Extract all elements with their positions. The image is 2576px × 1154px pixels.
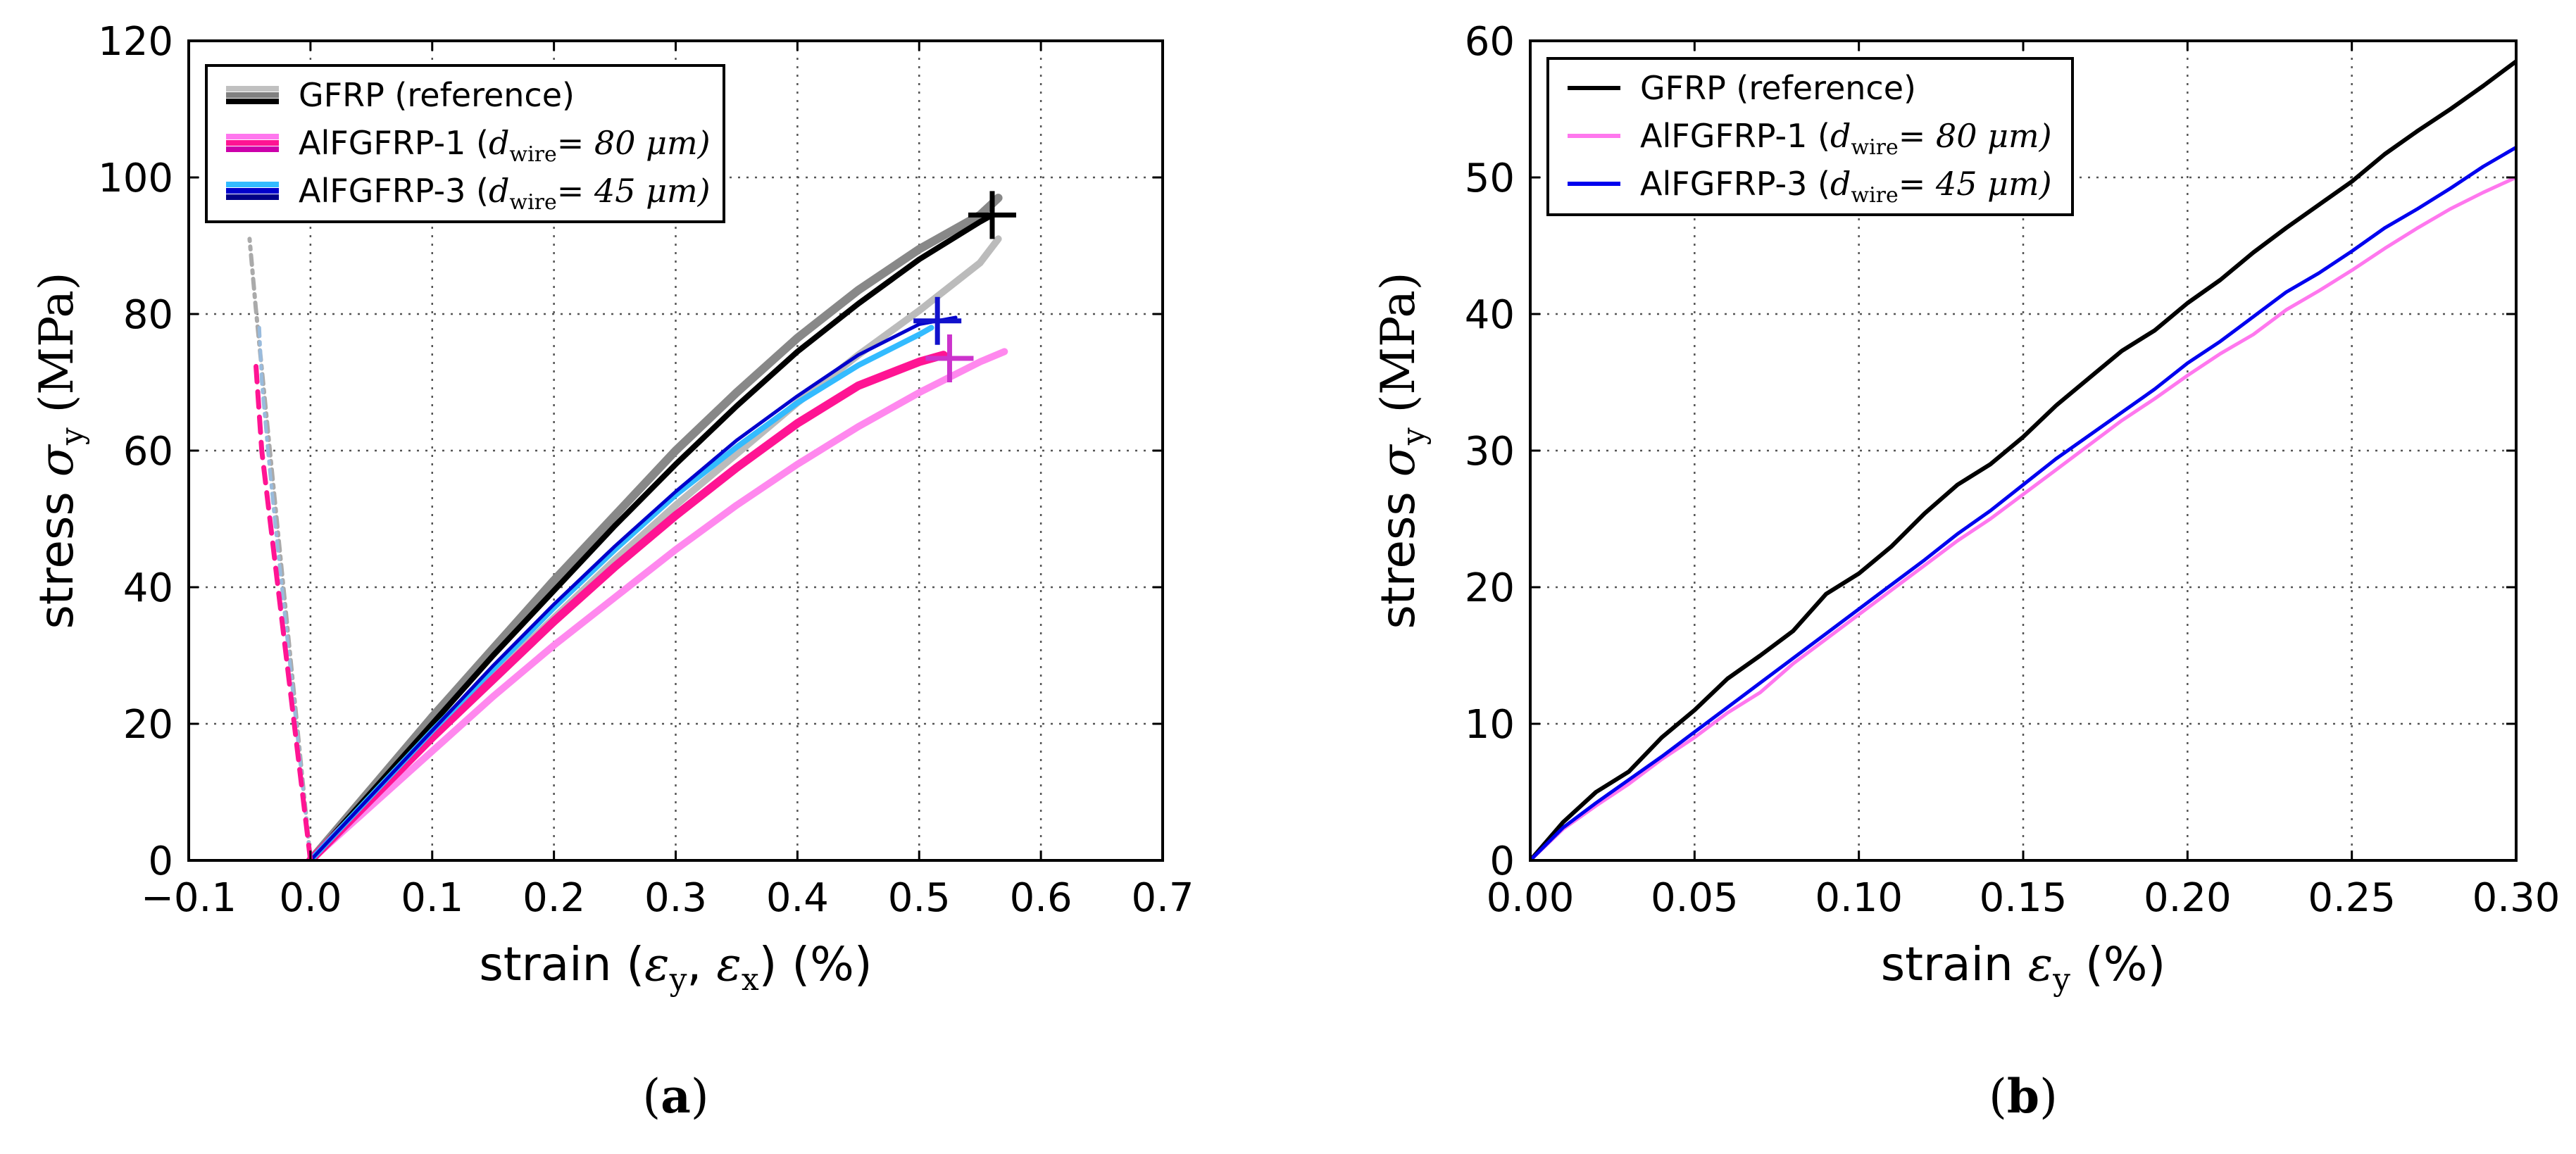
x-tick-label: 0.0 xyxy=(279,875,342,921)
series-line xyxy=(308,315,958,860)
x-tick-label: 0.6 xyxy=(1010,875,1073,921)
y-tick-label: 60 xyxy=(1465,19,1515,65)
y-tick-label: 0 xyxy=(148,839,173,884)
legend-entry: GFRP (reference) xyxy=(1568,69,1916,107)
legend-label: AlFGFRP-3 (dwire= 45 μm) xyxy=(1640,165,2052,208)
x-axis-label: strain (εy, εx) (%) xyxy=(479,937,872,998)
x-tick-label: 0.7 xyxy=(1131,875,1194,921)
x-tick-label: −0.1 xyxy=(141,875,237,921)
x-tick-label: 0.2 xyxy=(523,875,585,921)
y-tick-label: 60 xyxy=(123,429,173,475)
y-axis-label: stress σy (MPa) xyxy=(30,272,90,629)
series-group xyxy=(1530,59,2516,860)
y-tick-label: 20 xyxy=(123,702,173,748)
series-line xyxy=(1530,59,2516,860)
legend-label: AlFGFRP-1 (dwire= 80 μm) xyxy=(299,124,711,167)
legend-box xyxy=(1546,57,2074,216)
legend-label: GFRP (reference) xyxy=(299,76,575,114)
y-tick-label: 80 xyxy=(123,292,173,338)
y-tick-label: 40 xyxy=(123,565,173,611)
x-tick-label: 0.10 xyxy=(1815,875,1903,921)
series-line xyxy=(307,212,995,860)
x-tick-label: 0.05 xyxy=(1651,875,1739,921)
x-tick-label: 0.4 xyxy=(766,875,829,921)
legend-entry: GFRP (reference) xyxy=(226,76,575,114)
x-axis-label: strain εy (%) xyxy=(1881,937,2165,998)
failure-marker xyxy=(925,334,974,383)
x-tick-label: 0.20 xyxy=(2144,875,2232,921)
series-line xyxy=(306,194,1003,860)
panel-label: (a) xyxy=(642,1069,708,1124)
x-tick-label: 0.3 xyxy=(644,875,707,921)
series-group xyxy=(247,194,1008,860)
y-axis-label: stress σy (MPa) xyxy=(1371,272,1432,629)
series-line xyxy=(306,351,948,860)
legend-entry: AlFGFRP-1 (dwire= 80 μm) xyxy=(226,124,711,167)
legend-entry: AlFGFRP-3 (dwire= 45 μm) xyxy=(1568,165,2052,208)
legend: GFRP (reference) AlFGFRP-1 (dwire= 80 μm)… xyxy=(1546,57,2074,216)
series-line xyxy=(253,359,313,860)
legend-box xyxy=(205,64,725,223)
y-tick-label: 40 xyxy=(1465,292,1515,338)
legend-entry: AlFGFRP-3 (dwire= 45 μm) xyxy=(226,172,711,215)
failure-marker xyxy=(913,296,962,345)
y-tick-label: 100 xyxy=(98,156,173,201)
x-tick-label: 0.1 xyxy=(401,875,463,921)
y-tick-label: 20 xyxy=(1465,565,1515,611)
y-tick-label: 0 xyxy=(1489,839,1515,884)
y-tick-label: 50 xyxy=(1465,156,1515,201)
series-line xyxy=(257,325,313,860)
legend-label: AlFGFRP-3 (dwire= 45 μm) xyxy=(299,172,711,215)
x-tick-label: 0.15 xyxy=(1980,875,2068,921)
x-tick-label: 0.25 xyxy=(2308,875,2396,921)
legend-entry: AlFGFRP-1 (dwire= 80 μm) xyxy=(1568,117,2052,160)
series-line xyxy=(1530,145,2516,860)
y-tick-label: 10 xyxy=(1465,702,1515,748)
legend-label: GFRP (reference) xyxy=(1640,69,1916,107)
panel-label: (b) xyxy=(1989,1069,2058,1124)
chart-panel-b: 0.00 0.05 0.10 0.15 0.20 0.25 0.30 0 10 20 30 40 50 6… xyxy=(1371,19,2560,1124)
failure-marker xyxy=(968,191,1016,239)
legend: GFRP (reference) AlFGFRP-1 (dwire= 80 μm)… xyxy=(205,64,725,223)
legend-label: AlFGFRP-1 (dwire= 80 μm) xyxy=(1640,117,2052,160)
series-line xyxy=(1530,175,2516,860)
y-tick-label: 30 xyxy=(1465,429,1515,475)
series-line xyxy=(306,348,1008,860)
x-tick-label: 0.5 xyxy=(888,875,951,921)
x-tick-label: 0.30 xyxy=(2472,875,2561,921)
chart-panel-a: −0.1 0.0 0.1 0.2 0.3 0.4 0.5 0.6 0.7 0 20 40 60 80 100… xyxy=(30,19,1194,1124)
x-tick-label: 0.00 xyxy=(1487,875,1575,921)
y-tick-label: 120 xyxy=(98,19,173,65)
